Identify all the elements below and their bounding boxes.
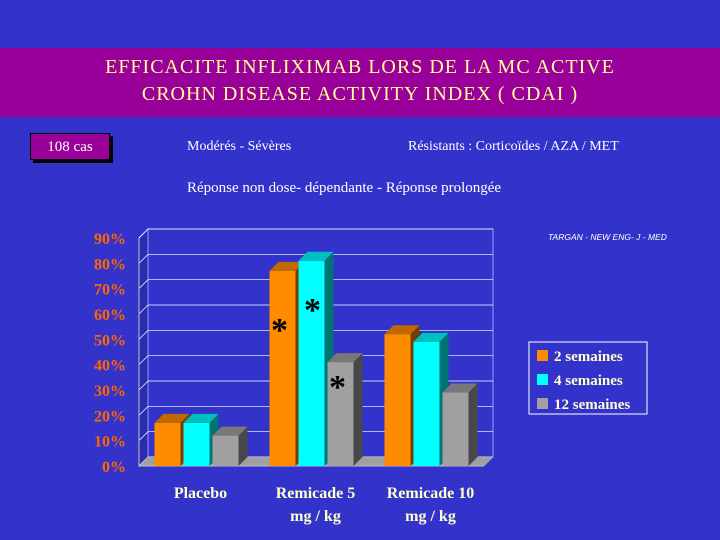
legend-swatch — [537, 350, 548, 361]
y-tick-label: 30% — [94, 383, 126, 400]
gridline-side — [138, 228, 149, 239]
bar-12-semaines — [212, 435, 239, 466]
gridline-side — [138, 279, 149, 289]
significance-star: * — [271, 312, 288, 349]
bar-side — [468, 383, 478, 466]
gridline-side — [138, 304, 149, 315]
bar-top — [413, 332, 449, 342]
legend-label: 12 semaines — [554, 397, 630, 413]
severity-text: Modérés - Sévères — [187, 139, 292, 154]
y-tick-label: 60% — [94, 307, 126, 324]
bar-4-semaines — [413, 341, 440, 466]
significance-star: * — [329, 369, 346, 406]
y-tick-label: 90% — [94, 231, 126, 248]
bar-side — [353, 353, 363, 466]
gridline-side — [138, 330, 149, 340]
y-tick-label: 20% — [94, 408, 126, 425]
gridline-side — [138, 431, 149, 441]
x-category-label: Placebo — [174, 485, 227, 502]
legend-swatch — [537, 374, 548, 385]
x-category-label: Remicade 5 — [276, 485, 356, 502]
bar-12-semaines — [327, 362, 354, 466]
y-tick-label: 80% — [94, 256, 126, 273]
response-text: Réponse non dose- dépendante - Réponse p… — [187, 180, 502, 196]
x-category-label: mg / kg — [405, 508, 456, 525]
gridline-side — [138, 355, 149, 365]
y-tick-label: 50% — [94, 332, 126, 349]
bar-12-semaines — [442, 392, 469, 466]
x-category-label: mg / kg — [290, 508, 341, 525]
bar-2-semaines — [384, 334, 411, 466]
bar-top — [442, 383, 478, 393]
legend-label: 4 semaines — [554, 373, 623, 389]
legend-box — [528, 341, 648, 415]
gridline-side — [138, 254, 149, 264]
resistance-text: Résistants : Corticoïdes / AZA / MET — [408, 139, 619, 154]
y-tick-label: 0% — [102, 459, 126, 476]
gridline-side — [138, 406, 149, 416]
bar-top — [384, 325, 420, 335]
bar-top — [183, 413, 219, 423]
bar-4-semaines — [298, 260, 325, 466]
title-line-2: CROHN DISEASE ACTIVITY INDEX ( CDAI ) — [141, 83, 579, 105]
significance-star: * — [304, 292, 321, 329]
y-tick-label: 40% — [94, 358, 126, 375]
y-tick-label: 70% — [94, 282, 126, 299]
title-line-1: EFFICACITE INFLIXIMAB LORS DE LA MC ACTI… — [105, 56, 615, 78]
bar-4-semaines — [183, 422, 210, 466]
x-category-label: Remicade 10 — [387, 485, 475, 502]
title-band: EFFICACITE INFLIXIMAB LORS DE LA MC ACTI… — [0, 48, 720, 117]
legend-label: 2 semaines — [554, 349, 623, 365]
y-tick-label: 10% — [94, 434, 126, 451]
cases-badge: 108 cas — [30, 133, 110, 160]
gridline-side — [138, 380, 149, 391]
bar-2-semaines — [154, 422, 181, 466]
bar-top — [269, 261, 305, 271]
bar-top — [298, 251, 334, 261]
bar-top — [212, 426, 248, 436]
bar-top — [154, 413, 190, 423]
bar-2-semaines — [269, 270, 296, 466]
plot-side-wall — [138, 227, 149, 468]
bar-top — [327, 353, 363, 363]
legend-swatch — [537, 398, 548, 409]
reference-text: TARGAN - NEW ENG- J - MED — [548, 232, 667, 242]
bar-side — [238, 426, 248, 466]
